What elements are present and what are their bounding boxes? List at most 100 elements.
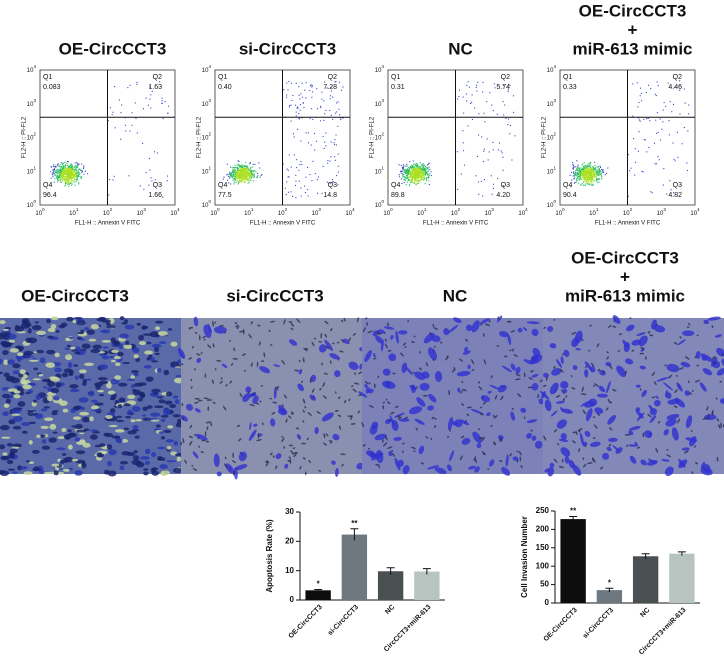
cell	[222, 405, 227, 411]
event-dot	[254, 170, 256, 172]
event-dot	[490, 175, 492, 177]
event-dot	[588, 173, 590, 175]
cell	[589, 441, 601, 447]
cell	[481, 436, 485, 442]
cell	[509, 453, 513, 457]
event-dot	[245, 174, 247, 176]
x-tick-label: 101	[417, 207, 427, 216]
event-dot	[56, 176, 58, 179]
cell	[273, 364, 281, 367]
event-dot	[247, 166, 249, 168]
cell	[123, 344, 133, 349]
cell	[284, 463, 289, 469]
event-dot	[589, 162, 591, 164]
cell	[76, 429, 87, 433]
event-dot	[301, 82, 303, 84]
cell	[653, 399, 661, 407]
event-dot	[240, 168, 242, 170]
event-dot	[151, 180, 153, 182]
event-dot	[253, 177, 255, 179]
cell	[131, 406, 141, 412]
event-dot	[55, 172, 57, 174]
cell	[432, 324, 435, 328]
event-dot	[301, 117, 303, 119]
event-dot	[222, 178, 224, 180]
event-dot	[68, 176, 71, 179]
event-dot	[120, 138, 122, 140]
cell	[261, 422, 264, 426]
event-dot	[583, 174, 585, 176]
event-dot	[496, 113, 498, 115]
event-dot	[583, 166, 585, 168]
cell	[647, 458, 657, 465]
cell	[107, 460, 112, 467]
cell	[116, 415, 123, 419]
cell	[167, 425, 174, 429]
cell	[510, 363, 516, 371]
event-dot	[327, 162, 329, 164]
cell	[118, 397, 126, 403]
event-dot	[418, 169, 420, 171]
cell	[313, 337, 317, 340]
event-dot	[321, 98, 323, 100]
cell	[464, 346, 468, 352]
event-dot	[401, 173, 403, 175]
event-dot	[419, 170, 421, 172]
event-dot	[415, 183, 417, 185]
event-dot	[63, 173, 65, 175]
cell	[591, 457, 594, 462]
event-dot	[241, 169, 243, 171]
cell	[123, 403, 131, 407]
tick-base: 10	[202, 203, 209, 209]
event-dot	[295, 115, 297, 117]
cell	[281, 437, 285, 442]
cell	[1, 393, 11, 399]
cell	[292, 452, 294, 455]
event-dot	[67, 182, 69, 184]
event-dot	[256, 176, 258, 178]
event-dot	[674, 86, 676, 88]
cell	[20, 378, 26, 385]
event-dot	[250, 174, 252, 176]
event-dot	[253, 171, 255, 173]
cell	[415, 427, 418, 431]
event-dot	[581, 178, 583, 180]
event-dot	[588, 162, 590, 164]
cell	[530, 429, 533, 432]
event-dot	[582, 169, 584, 171]
cell	[117, 351, 124, 357]
event-dot	[407, 169, 409, 171]
event-dot	[234, 179, 237, 181]
event-dot	[236, 166, 238, 168]
event-dot	[145, 97, 147, 99]
event-dot	[638, 119, 641, 121]
event-dot	[507, 91, 509, 93]
tick-base: 10	[69, 211, 76, 217]
cell	[63, 457, 69, 464]
event-dot	[407, 172, 409, 174]
cell	[206, 426, 209, 431]
cell	[465, 324, 473, 332]
cell	[143, 468, 149, 471]
cell	[396, 415, 402, 419]
cell	[353, 382, 360, 385]
event-dot	[606, 172, 608, 174]
event-dot	[423, 179, 425, 181]
cell	[531, 435, 537, 441]
cell	[3, 359, 9, 366]
cell	[213, 453, 220, 468]
event-dot	[403, 179, 405, 181]
cell	[338, 396, 341, 399]
y-axis-label: Apoptosis Rate (%)	[265, 519, 274, 593]
event-dot	[337, 171, 339, 173]
event-dot	[236, 171, 238, 173]
cell	[666, 413, 680, 420]
event-dot	[590, 176, 592, 178]
event-dot	[596, 178, 598, 180]
cell	[54, 367, 62, 373]
cell	[149, 357, 155, 361]
cell	[289, 458, 292, 464]
event-dot	[422, 169, 425, 171]
event-dot	[585, 168, 587, 170]
cell	[587, 462, 593, 465]
